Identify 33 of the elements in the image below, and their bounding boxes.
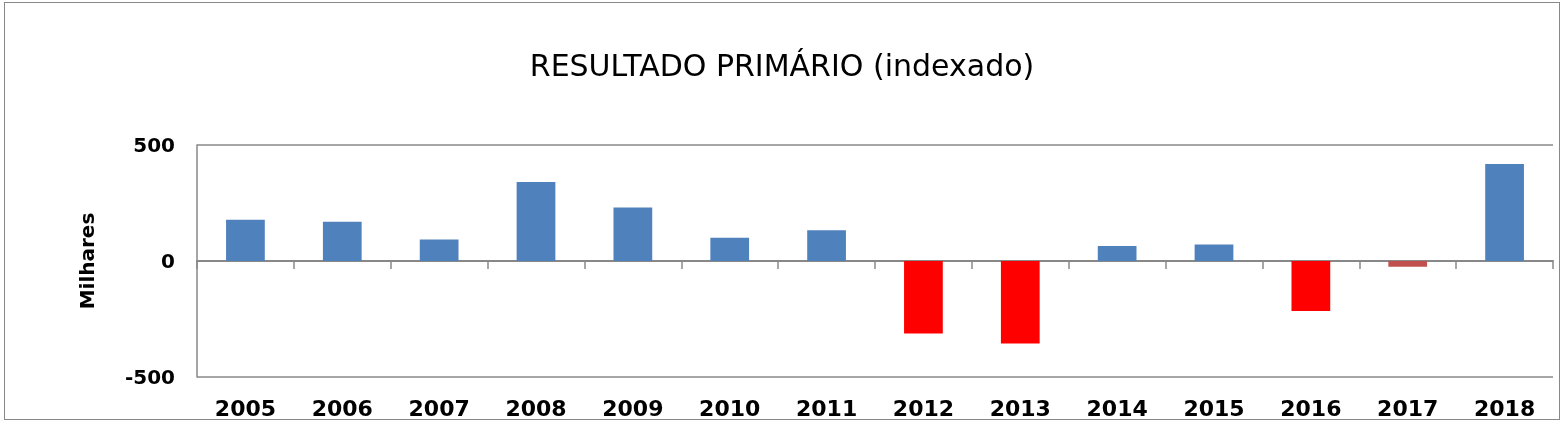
chart-title: RESULTADO PRIMÁRIO (indexado) bbox=[529, 47, 1035, 83]
x-tick-label: 2014 bbox=[1086, 395, 1148, 421]
x-tick-label: 2012 bbox=[892, 395, 955, 421]
y-tick-label: -500 bbox=[124, 365, 175, 389]
bar bbox=[1485, 164, 1524, 261]
x-tick-label: 2006 bbox=[311, 395, 373, 421]
bar bbox=[904, 261, 943, 334]
bar bbox=[1388, 261, 1428, 267]
bar bbox=[1291, 261, 1331, 311]
bar bbox=[807, 230, 846, 261]
y-tick-label: 500 bbox=[133, 133, 175, 157]
x-tick-label: 2011 bbox=[795, 395, 858, 421]
x-tick-label: 2010 bbox=[699, 395, 761, 421]
x-tick-label: 2005 bbox=[214, 395, 277, 421]
bar bbox=[613, 207, 653, 261]
bar bbox=[1000, 261, 1040, 344]
x-tick-label: 2018 bbox=[1473, 395, 1536, 421]
bar bbox=[516, 182, 556, 261]
bar bbox=[322, 221, 362, 261]
x-tick-label: 2015 bbox=[1183, 395, 1245, 421]
x-tick-label: 2017 bbox=[1377, 395, 1439, 421]
bar bbox=[226, 219, 265, 261]
x-tick-label: 2008 bbox=[505, 395, 567, 421]
y-axis-title: Milhares bbox=[75, 212, 99, 310]
bar bbox=[1097, 245, 1137, 261]
bar bbox=[419, 239, 459, 261]
x-tick-label: 2007 bbox=[408, 395, 470, 421]
bar bbox=[1194, 244, 1234, 261]
bar bbox=[710, 237, 750, 261]
y-tick-label: 0 bbox=[161, 249, 175, 273]
x-tick-label: 2009 bbox=[602, 395, 664, 421]
x-tick-label: 2016 bbox=[1280, 395, 1342, 421]
x-tick-label: 2013 bbox=[989, 395, 1051, 421]
